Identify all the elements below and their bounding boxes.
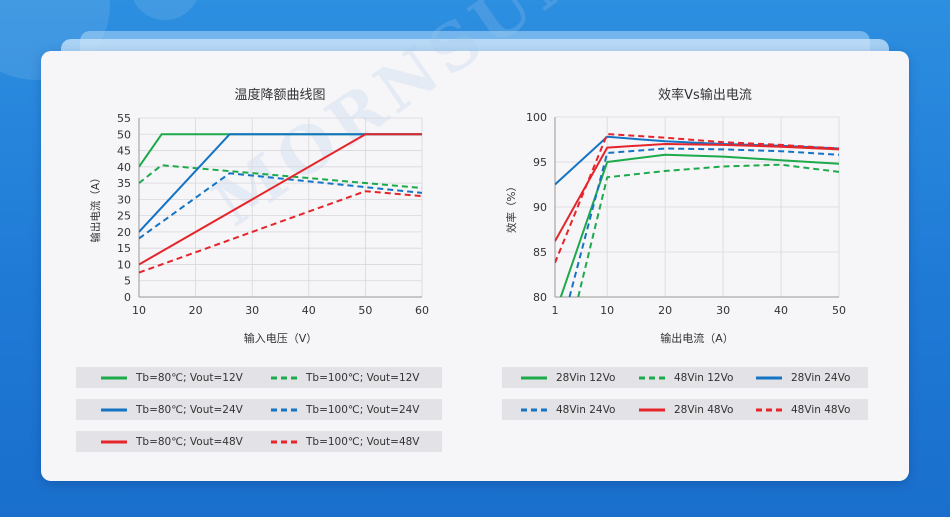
legend-swatch-tb-100-vout-24v: [271, 408, 297, 411]
c1-ytick-label: 25: [117, 210, 131, 223]
legend-swatch-tb-100-vout-12v: [271, 376, 297, 379]
legend-label: Tb=100℃; Vout=48V: [306, 435, 420, 448]
legend-swatch-tb-80-vout-24v: [101, 408, 127, 411]
series-line-tb-80-vout-48v: [139, 133, 422, 266]
legend-label: Tb=80℃; Vout=12V: [136, 371, 243, 384]
legend-item-tb-100-vout-24v: Tb=100℃; Vout=24V: [270, 399, 420, 420]
series-line-48vin-12vo: [577, 163, 839, 297]
c2-xlabel: 输出电流（A）: [660, 331, 734, 345]
c1-ytick-label: 5: [124, 275, 131, 288]
c1-ytick-label: 55: [117, 112, 131, 125]
c2-xtick-label: 30: [716, 304, 730, 317]
c2-ytick-label: 95: [533, 156, 547, 169]
c1-ytick-label: 15: [117, 242, 131, 255]
c2-legend-row-1: 48Vin 24Vo 28Vin 48Vo 48Vin 48Vo: [502, 399, 868, 420]
legend-label: 48Vin 48Vo: [791, 403, 851, 416]
legend-swatch-tb-100-vout-48v: [271, 440, 297, 443]
legend-swatch-48vin-48vo: [756, 408, 782, 411]
legend-label: Tb=100℃; Vout=12V: [306, 371, 420, 384]
c2-xtick-label: 50: [832, 304, 846, 317]
c2-xtick-label: 40: [774, 304, 788, 317]
c2-ytick-label: 85: [533, 246, 547, 259]
c1-xtick-label: 10: [132, 304, 146, 317]
legend-swatch-tb-80-vout-48v: [101, 440, 127, 443]
series-line-tb-100-vout-12v: [139, 164, 422, 189]
legend-item-48vin-48vo: 48Vin 48Vo: [755, 399, 850, 420]
legend-item-28vin-24vo: 28Vin 24Vo: [755, 367, 850, 388]
c1-xtick-label: 40: [302, 304, 316, 317]
c1-ytick-label: 20: [117, 226, 131, 239]
legend-swatch-28vin-48vo: [639, 408, 665, 411]
c2-xtick-label: 20: [658, 304, 672, 317]
c2-ytick-label: 80: [533, 291, 547, 304]
c2-legend-row-0: 28Vin 12Vo 48Vin 12Vo 28Vin 24Vo: [502, 367, 868, 388]
c2-ylabel: 效率（%）: [505, 181, 518, 233]
legend-item-tb-80-vout-12v: Tb=80℃; Vout=12V: [100, 367, 243, 388]
c1-ytick-label: 35: [117, 177, 131, 190]
legend-item-tb-100-vout-48v: Tb=100℃; Vout=48V: [270, 431, 420, 452]
c1-xtick-label: 60: [415, 304, 429, 317]
legend-label: Tb=80℃; Vout=24V: [136, 403, 243, 416]
c1-ytick-label: 50: [117, 128, 131, 141]
background-circle-top: [130, 0, 200, 20]
c2-ytick-label: 90: [533, 201, 547, 214]
c1-xtick-label: 30: [245, 304, 259, 317]
legend-swatch-48vin-12vo: [639, 376, 665, 379]
c1-ylabel: 输出电流（A）: [89, 172, 102, 242]
series-line-28vin-12vo: [559, 153, 839, 297]
legend-swatch-48vin-24vo: [521, 408, 547, 411]
legend-item-tb-80-vout-48v: Tb=80℃; Vout=48V: [100, 431, 243, 452]
legend-item-tb-80-vout-24v: Tb=80℃; Vout=24V: [100, 399, 243, 420]
c1-ytick-label: 0: [124, 291, 131, 304]
legend-swatch-28vin-24vo: [756, 376, 782, 379]
c1-ytick-label: 45: [117, 145, 131, 158]
c2-xtick-label: 1: [552, 304, 559, 317]
legend-label: 28Vin 48Vo: [674, 403, 734, 416]
chart1-title: 温度降额曲线图: [234, 88, 326, 103]
legend-label: Tb=100℃; Vout=24V: [306, 403, 420, 416]
c1-xlabel: 输入电压（V）: [244, 331, 318, 345]
c1-ytick-label: 40: [117, 161, 131, 174]
c1-legend-row-0: Tb=80℃; Vout=12V Tb=100℃; Vout=12V: [76, 367, 442, 388]
c1-ytick-label: 30: [117, 193, 131, 206]
legend-swatch-28vin-12vo: [521, 376, 547, 379]
series-line-tb-100-vout-48v: [139, 190, 422, 274]
series-line-48vin-24vo: [568, 147, 839, 297]
legend-swatch-tb-80-vout-12v: [101, 376, 127, 379]
series-line-48vin-48vo: [555, 133, 839, 264]
c1-plot-area: [139, 133, 422, 274]
c1-ytick-label: 10: [117, 258, 131, 271]
series-line-tb-100-vout-24v: [139, 172, 422, 240]
legend-label: Tb=80℃; Vout=48V: [136, 435, 243, 448]
c1-legend-row-1: Tb=80℃; Vout=24V Tb=100℃; Vout=24V: [76, 399, 442, 420]
c1-xtick-label: 50: [358, 304, 372, 317]
legend-label: 28Vin 24Vo: [791, 371, 851, 384]
legend-item-tb-100-vout-12v: Tb=100℃; Vout=12V: [270, 367, 420, 388]
legend-label: 48Vin 24Vo: [556, 403, 616, 416]
legend-item-28vin-48vo: 28Vin 48Vo: [638, 399, 733, 420]
series-line-28vin-48vo: [555, 143, 839, 242]
legend-item-28vin-12vo: 28Vin 12Vo: [520, 367, 615, 388]
legend-label: 28Vin 12Vo: [556, 371, 616, 384]
c2-xtick-label: 10: [600, 304, 614, 317]
c1-xtick-label: 20: [189, 304, 203, 317]
c2-plot-area: [555, 133, 839, 297]
legend-item-48vin-24vo: 48Vin 24Vo: [520, 399, 615, 420]
legend-item-48vin-12vo: 48Vin 12Vo: [638, 367, 733, 388]
legend-label: 48Vin 12Vo: [674, 371, 734, 384]
c1-legend-row-2: Tb=80℃; Vout=48V Tb=100℃; Vout=48V: [76, 431, 442, 452]
series-line-tb-80-vout-24v: [139, 133, 422, 233]
chart2-title: 效率Vs输出电流: [658, 88, 752, 103]
c2-ytick-label: 100: [526, 111, 547, 124]
